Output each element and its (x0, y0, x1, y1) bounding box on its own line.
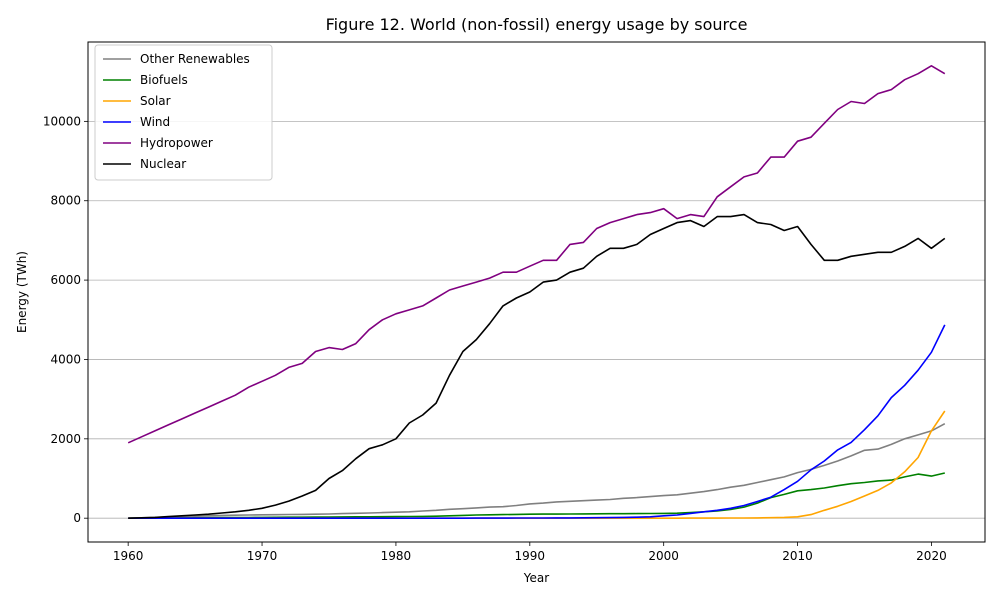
series-line-hydropower (127, 65, 946, 444)
y-axis-label: Energy (TWh) (15, 251, 29, 333)
y-tick-label: 8000 (50, 194, 81, 208)
y-tick-label: 0 (73, 511, 81, 525)
legend-box (94, 44, 273, 181)
series-line-solar (128, 410, 946, 520)
x-tick-label: 1960 (113, 549, 144, 563)
series-line-biofuels (128, 472, 945, 519)
series-line-wind (128, 324, 946, 520)
series-line-other-renewables (128, 422, 946, 519)
legend-label: Hydropower (140, 136, 213, 150)
legend-label: Solar (140, 94, 171, 108)
x-tick-label: 2000 (648, 549, 679, 563)
legend-label: Biofuels (140, 73, 188, 87)
plot-frame (87, 41, 986, 543)
x-tick-label: 2020 (916, 549, 947, 563)
chart-title: Figure 12. World (non-fossil) energy usa… (326, 15, 748, 34)
legend-label: Other Renewables (140, 52, 250, 66)
x-tick-label: 1980 (381, 549, 412, 563)
x-tick-label: 1970 (247, 549, 278, 563)
legend-label: Wind (140, 115, 170, 129)
y-tick-label: 10000 (43, 114, 81, 128)
series-line-nuclear (128, 213, 946, 519)
y-tick-label: 4000 (50, 352, 81, 366)
legend-label: Nuclear (140, 157, 186, 171)
y-tick-label: 6000 (50, 273, 81, 287)
x-axis-label: Year (523, 571, 549, 585)
y-tick-label: 2000 (50, 432, 81, 446)
axis-ticks: 0 2000 4000 6000 8000 10000 1960 1970 1980 1990 20… (43, 114, 947, 563)
x-tick-label: 2010 (782, 549, 813, 563)
x-tick-label: 1990 (515, 549, 546, 563)
legend: Other Renewables Biofuels Solar Wind Hydropo… (94, 44, 273, 181)
grid-lines (88, 120, 985, 519)
series-lines (127, 65, 946, 520)
